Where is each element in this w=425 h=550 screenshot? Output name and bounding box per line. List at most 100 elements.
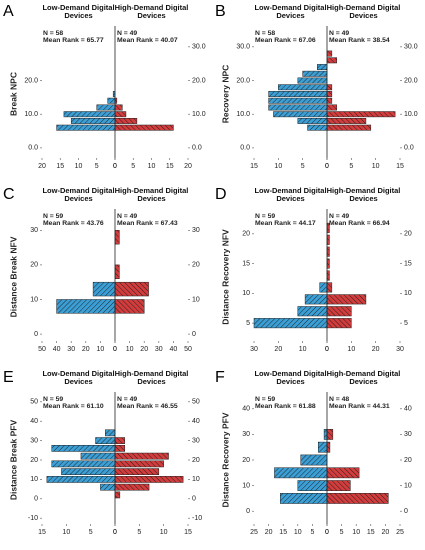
panel: A Break NPC 0.0 10.0 20.0 0.0 10.0 20.0 30.0 N = … (0, 0, 212, 183)
bar (326, 493, 389, 504)
x-tick-label: 30 (67, 346, 75, 353)
bar (297, 480, 328, 491)
bar (61, 468, 116, 475)
y-tick-label: 30 (242, 431, 250, 438)
y-tick-label: 20.0 (24, 77, 38, 84)
x-tick-label: 5 (349, 163, 353, 170)
y-tick-label: 0.0 (240, 145, 250, 152)
mean-rank-label: Mean Rank = 38.54 (329, 37, 390, 44)
bar (96, 104, 116, 111)
x-tick-label: 10 (347, 346, 355, 353)
mean-rank-label: Mean Rank = 61.10 (43, 403, 104, 410)
x-tick-label: 0 (325, 346, 329, 353)
y-axis-label: Distance Break PFV (8, 420, 18, 501)
bar (95, 437, 116, 444)
y-axis-label: Distance Break NFV (8, 236, 18, 317)
y-tick-label: 20.0 (236, 77, 250, 84)
bar (114, 483, 150, 491)
y-tick-label: 30 (30, 437, 38, 444)
bar (114, 468, 160, 475)
x-tick-label: 15 (166, 163, 174, 170)
x-tick-label: 15 (38, 529, 46, 536)
bar (326, 467, 360, 479)
y-tick-label: 10.0 (24, 111, 38, 118)
x-tick-label: 30 (396, 346, 404, 353)
x-tick-label: 10 (62, 529, 70, 536)
x-tick-label: 20 (382, 529, 390, 536)
bar (326, 111, 396, 118)
y-tick-label: 30.0 (404, 44, 418, 51)
mean-rank-label: Mean Rank = 44.17 (255, 220, 316, 227)
bar (317, 64, 328, 70)
y-tick-label: 20 (30, 262, 38, 269)
bar (114, 299, 145, 314)
bar (326, 480, 351, 491)
bar (70, 118, 116, 124)
n-label: N = 49 (329, 213, 349, 220)
y-axis-label: Distance Recovery NFV (220, 229, 230, 325)
y-tick-label: -10 (28, 515, 38, 522)
bar (114, 111, 127, 118)
group-label: Low-Demand Digital Devices (42, 369, 115, 386)
x-tick-label: 0 (113, 163, 117, 170)
mean-rank-label: Mean Rank = 67.06 (255, 37, 316, 44)
x-tick-label: 5 (95, 163, 99, 170)
group-label: Low-Demand Digital Devices (42, 186, 115, 203)
x-tick-label: 20 (372, 346, 380, 353)
y-tick-label: 15 (242, 260, 250, 267)
bar (107, 97, 116, 104)
bar (326, 282, 333, 293)
bar (278, 84, 328, 91)
bar (326, 118, 367, 124)
bar (114, 452, 169, 460)
x-tick-label: 20 (82, 346, 90, 353)
panel-letter: F (215, 369, 225, 386)
x-tick-label: 25 (250, 529, 258, 536)
bar (326, 318, 352, 329)
y-tick-label: 40 (404, 406, 412, 413)
y-tick-label: 30 (30, 227, 38, 234)
bar (56, 299, 116, 314)
y-tick-label: 0 (192, 331, 196, 338)
y-tick-label: 5 (246, 320, 250, 327)
y-tick-label: 0 (34, 331, 38, 338)
bar (114, 491, 121, 499)
x-tick-label: 15 (184, 529, 192, 536)
y-tick-label: 10 (192, 476, 200, 483)
x-tick-label: 25 (396, 529, 404, 536)
y-tick-label: 20 (30, 457, 38, 464)
y-tick-label: 10 (30, 476, 38, 483)
x-tick-label: 10 (294, 529, 302, 536)
bar (326, 306, 352, 317)
y-tick-label: 40 (30, 418, 38, 425)
bar (92, 281, 116, 297)
y-tick-label: 10 (30, 296, 38, 303)
x-tick-label: 10 (75, 163, 83, 170)
group-label: Low-Demand Digital Devices (254, 369, 327, 386)
x-tick-label: 30 (250, 346, 258, 353)
y-tick-label: 20.0 (192, 77, 206, 84)
panel: B Recovery NPC 0.0 10.0 20.0 30.0 0.0 10.0 20.0 3… (212, 0, 424, 183)
panel-letter: D (215, 186, 227, 203)
y-tick-label: 0.0 (404, 145, 414, 152)
panel-letter: A (3, 3, 14, 20)
y-tick-label: 10 (242, 482, 250, 489)
y-tick-label: 20 (242, 457, 250, 464)
y-tick-label: 0 (404, 508, 408, 515)
group-label: Low-Demand Digital Devices (254, 3, 327, 20)
x-tick-label: 50 (38, 346, 46, 353)
y-tick-label: 30.0 (192, 44, 206, 51)
x-tick-label: 5 (137, 529, 141, 536)
n-label: N = 59 (255, 213, 275, 220)
bar (302, 70, 328, 77)
bar (326, 441, 331, 453)
x-tick-label: 15 (56, 163, 64, 170)
bar (253, 318, 328, 329)
bar (319, 282, 328, 293)
n-label: N = 49 (117, 213, 137, 220)
x-tick-label: 40 (170, 346, 178, 353)
n-label: N = 49 (329, 30, 349, 37)
